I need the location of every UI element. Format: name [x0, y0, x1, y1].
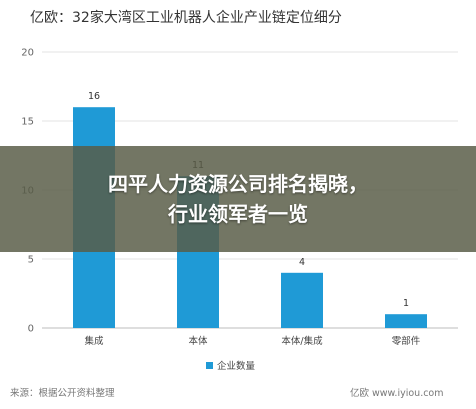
footer-source: 来源：根据公开资料整理 [10, 387, 115, 399]
headline-banner: 四平人力资源公司排名揭晓， 行业领军者一览 [0, 146, 476, 252]
data-label: 16 [88, 91, 100, 102]
data-label: 4 [299, 257, 305, 268]
x-category-label: 零部件 [392, 335, 421, 347]
x-category-label: 集成 [84, 335, 104, 347]
x-category-label: 本体 [188, 335, 208, 347]
bar [385, 314, 427, 328]
headline-line-2: 行业领军者一览 [168, 202, 308, 226]
legend-swatch [206, 362, 213, 369]
footer-url: www.iyiou.com [372, 388, 444, 399]
x-category-label: 本体/集成 [281, 335, 323, 347]
y-tick-label: 0 [28, 324, 34, 335]
category-labels: 集成 本体 本体/集成 零部件 [84, 335, 420, 347]
legend-label: 企业数量 [217, 360, 256, 372]
headline-line-1: 四平人力资源公司排名揭晓， [108, 172, 368, 196]
chart-title: 亿欧：32家大湾区工业机器人企业产业链定位细分 [30, 9, 342, 26]
bar [281, 272, 323, 328]
footer-brand: 亿欧 [350, 387, 370, 399]
y-tick-label: 15 [21, 117, 34, 128]
legend: 企业数量 [206, 360, 256, 372]
data-label: 1 [403, 298, 409, 309]
y-tick-label: 5 [28, 255, 34, 266]
y-tick-label: 20 [21, 48, 34, 59]
